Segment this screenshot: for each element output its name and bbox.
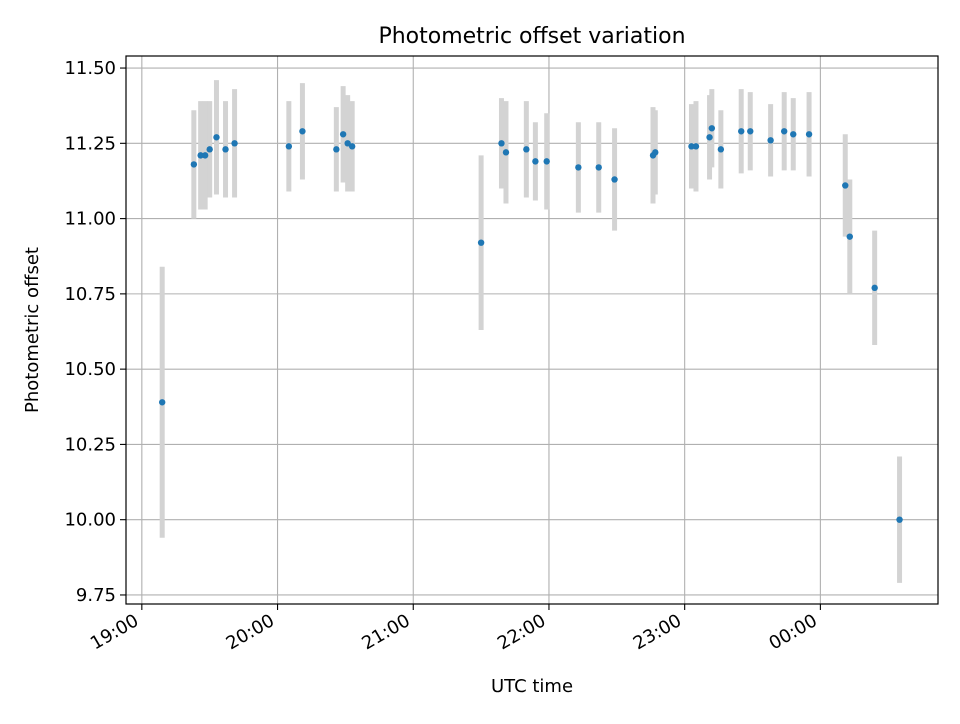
data-point xyxy=(688,143,695,150)
x-axis-label: UTC time xyxy=(491,676,573,697)
data-point xyxy=(158,399,166,406)
data-point xyxy=(846,233,853,240)
data-point xyxy=(780,128,788,135)
data-point xyxy=(206,146,213,153)
y-tick-label: 11.00 xyxy=(64,209,116,230)
y-tick-label: 9.75 xyxy=(76,585,116,606)
data-point xyxy=(477,239,485,246)
data-point xyxy=(767,137,774,144)
data-point xyxy=(339,131,347,138)
y-tick-label: 10.75 xyxy=(64,284,116,305)
data-point xyxy=(790,131,797,138)
y-axis-ticks: 9.75 10.00 10.25 10.50 10.75 11.00 11.25 11.50 xyxy=(64,58,126,606)
y-axis-label: Photometric offset xyxy=(22,247,43,413)
data-point xyxy=(842,182,849,189)
data-point xyxy=(611,176,618,183)
y-tick-label: 10.25 xyxy=(64,434,116,455)
data-point xyxy=(197,152,204,159)
data-point xyxy=(502,149,510,156)
y-tick-label: 11.25 xyxy=(64,133,116,154)
data-point xyxy=(213,134,220,141)
data-point xyxy=(344,140,351,147)
data-point xyxy=(805,131,813,138)
grid xyxy=(126,56,938,604)
data-point xyxy=(747,128,754,135)
data-point xyxy=(543,158,550,165)
data-points xyxy=(158,125,903,523)
data-point xyxy=(871,284,878,292)
chart-title: Photometric offset variation xyxy=(378,24,685,49)
data-point xyxy=(692,143,700,150)
data-point xyxy=(299,128,306,135)
data-point xyxy=(652,149,659,156)
y-tick-label: 11.50 xyxy=(64,58,116,79)
data-point xyxy=(222,146,229,153)
data-point xyxy=(498,140,505,147)
y-tick-label: 10.50 xyxy=(64,359,116,380)
data-point xyxy=(738,128,745,135)
data-point xyxy=(190,161,198,168)
data-point xyxy=(333,146,340,153)
data-point xyxy=(231,140,238,147)
plot-frame xyxy=(125,55,939,605)
data-point xyxy=(708,125,716,132)
data-point xyxy=(201,152,209,159)
data-point xyxy=(595,164,602,171)
data-point xyxy=(717,146,725,153)
data-point xyxy=(575,164,582,171)
data-point xyxy=(348,143,356,150)
data-point xyxy=(706,134,713,141)
data-point xyxy=(532,158,539,165)
y-tick-label: 10.00 xyxy=(64,510,116,531)
data-point xyxy=(523,146,530,153)
data-point xyxy=(285,143,293,150)
data-point xyxy=(896,516,903,523)
